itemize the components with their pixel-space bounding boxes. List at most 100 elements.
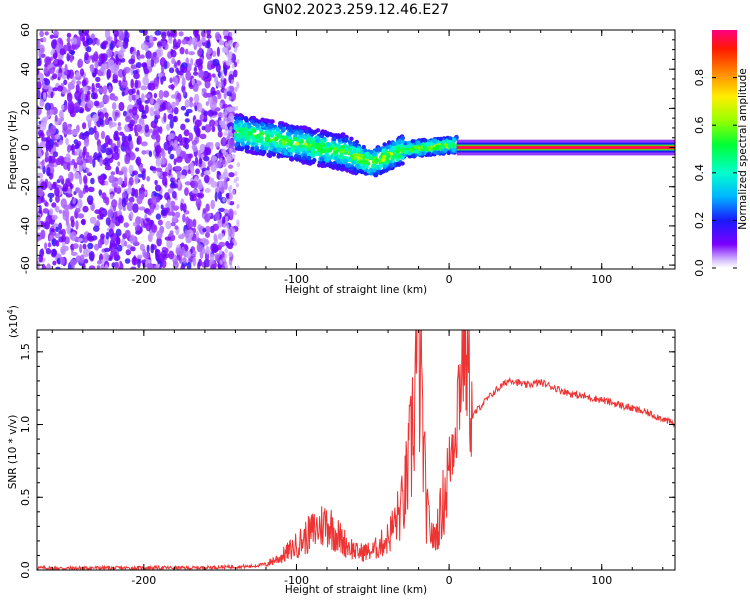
heatmap-cell	[153, 102, 160, 111]
heatmap-cell	[47, 192, 55, 198]
heatmap-cell	[122, 206, 126, 211]
heatmap-cell	[302, 159, 307, 164]
heatmap-cell	[77, 213, 85, 219]
heatmap-cell	[228, 186, 232, 192]
heatmap-cell	[218, 83, 222, 88]
heatmap-cell	[163, 141, 170, 151]
heatmap-cell	[331, 136, 337, 142]
heatmap-cell	[373, 172, 378, 177]
heatmap-cell	[73, 162, 78, 169]
heatmap-cell	[55, 205, 60, 213]
heatmap-cell	[104, 117, 110, 126]
heatmap-cell	[148, 82, 156, 91]
heatmap-cell	[69, 54, 73, 63]
heatmap-cell	[276, 152, 282, 158]
heatmap-cell	[105, 217, 111, 226]
heatmap-cell	[209, 119, 216, 127]
heatmap-cell	[163, 112, 167, 123]
heatmap-cell	[82, 187, 86, 195]
heatmap-cell	[132, 106, 138, 116]
heatmap-cell	[189, 101, 194, 108]
heatmap-cell	[171, 101, 176, 109]
heatmap-cell	[98, 189, 103, 196]
heatmap-cell	[456, 146, 675, 149]
heatmap-cell	[103, 252, 110, 261]
heatmap-cell	[83, 175, 88, 184]
heatmap-cell	[71, 129, 79, 136]
heatmap-cell	[225, 216, 229, 221]
heatmap-cell	[66, 53, 70, 62]
heatmap-cell	[42, 37, 47, 43]
heatmap-cell	[43, 66, 48, 74]
heatmap-cell	[199, 133, 207, 140]
heatmap-cell	[39, 30, 44, 38]
heatmap-cell	[314, 135, 320, 140]
heatmap-cell	[226, 224, 230, 230]
heatmap-cell	[114, 130, 119, 137]
heatmap-cell	[294, 141, 300, 147]
heatmap-cell	[283, 122, 289, 127]
heatmap-cell	[260, 121, 265, 127]
heatmap-cell	[163, 76, 167, 82]
heatmap-cell	[136, 97, 143, 106]
heatmap-cell	[212, 243, 219, 254]
heatmap-cell	[196, 128, 201, 138]
heatmap-cell	[391, 145, 396, 151]
heatmap-cell	[184, 99, 190, 108]
heatmap-cell	[117, 50, 124, 60]
heatmap-cell	[141, 170, 146, 181]
heatmap-cell	[75, 255, 82, 263]
heatmap-cell	[71, 159, 76, 164]
heatmap-cell	[120, 32, 124, 39]
heatmap-cell	[236, 123, 241, 128]
heatmap-cell	[247, 124, 252, 129]
heatmap-cell	[183, 244, 188, 249]
heatmap-cell	[184, 137, 188, 144]
heatmap-cell	[150, 196, 158, 206]
spectrogram-xlabel: Height of straight line (km)	[285, 284, 427, 296]
heatmap-cell	[37, 232, 41, 242]
heatmap-cell	[218, 241, 226, 247]
heatmap-cell	[236, 81, 240, 87]
heatmap-cell	[60, 198, 67, 209]
heatmap-cell	[227, 236, 231, 241]
heatmap-cell	[257, 151, 263, 156]
heatmap-cell	[237, 145, 242, 150]
heatmap-cell	[229, 31, 233, 37]
heatmap-cell	[235, 105, 239, 111]
heatmap-cell	[156, 230, 163, 239]
heatmap-cell	[93, 125, 97, 134]
heatmap-cell	[128, 196, 135, 203]
heatmap-cell	[232, 189, 236, 195]
heatmap-cell	[396, 162, 401, 167]
heatmap-cell	[204, 188, 211, 193]
heatmap-cell	[95, 219, 100, 226]
snr-multiplier: (x104)	[6, 305, 20, 338]
heatmap-cell	[160, 209, 167, 216]
heatmap-cell	[213, 233, 218, 243]
heatmap-cell	[39, 248, 45, 258]
heatmap-cell	[141, 150, 147, 155]
heatmap-cell	[66, 162, 71, 172]
heatmap-cell	[201, 125, 206, 131]
heatmap-cell	[105, 196, 110, 206]
heatmap-cell	[125, 115, 131, 123]
heatmap-cell	[128, 58, 135, 65]
heatmap-cell	[161, 150, 166, 159]
heatmap-cell	[124, 229, 131, 239]
heatmap-cell	[157, 41, 163, 47]
heatmap-cell	[228, 85, 235, 93]
heatmap-cell	[37, 89, 40, 99]
heatmap-cell	[117, 177, 124, 186]
heatmap-cell	[204, 124, 212, 133]
heatmap-cell	[130, 78, 134, 89]
heatmap-cell	[78, 133, 83, 140]
heatmap-cell	[260, 117, 265, 122]
heatmap-cell	[135, 94, 140, 100]
heatmap-cell	[64, 63, 68, 74]
heatmap-cell	[52, 248, 57, 257]
heatmap-cell	[71, 263, 75, 269]
heatmap-cell	[45, 150, 49, 159]
heatmap-cell	[184, 118, 190, 123]
